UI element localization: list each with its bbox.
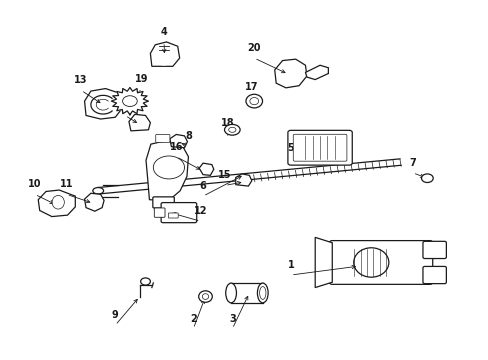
Text: 20: 20 [247,43,261,53]
Text: 15: 15 [218,170,231,180]
Ellipse shape [52,195,64,209]
Polygon shape [84,89,123,119]
Ellipse shape [198,291,212,302]
Text: 13: 13 [74,75,88,85]
FancyBboxPatch shape [422,241,446,258]
Polygon shape [129,114,150,131]
FancyBboxPatch shape [422,266,446,284]
Text: 7: 7 [408,158,415,168]
Circle shape [122,96,137,107]
Text: 19: 19 [135,73,148,84]
Ellipse shape [353,248,388,277]
FancyBboxPatch shape [161,203,196,223]
FancyBboxPatch shape [293,134,346,161]
Polygon shape [169,134,187,148]
FancyBboxPatch shape [329,240,432,284]
Text: 16: 16 [169,141,183,152]
Circle shape [421,174,432,183]
Polygon shape [315,237,331,288]
Polygon shape [38,190,75,217]
Polygon shape [84,193,104,211]
Text: 3: 3 [228,314,235,324]
Text: 4: 4 [161,27,167,37]
Ellipse shape [202,294,208,300]
Ellipse shape [245,94,262,108]
Polygon shape [146,140,188,201]
FancyBboxPatch shape [156,134,169,142]
FancyBboxPatch shape [154,208,164,217]
Text: 8: 8 [184,131,191,141]
FancyBboxPatch shape [287,130,351,165]
Polygon shape [111,87,148,115]
Ellipse shape [228,127,236,132]
Ellipse shape [249,98,258,105]
Text: 2: 2 [189,314,196,324]
Text: 5: 5 [287,143,294,153]
Text: 6: 6 [199,181,206,191]
Polygon shape [150,42,179,66]
Ellipse shape [93,188,103,194]
Text: 1: 1 [287,260,294,270]
FancyBboxPatch shape [153,197,174,208]
Polygon shape [235,174,251,186]
Circle shape [153,156,184,179]
FancyBboxPatch shape [168,213,178,218]
Ellipse shape [225,283,236,303]
Text: 12: 12 [193,206,207,216]
Text: 18: 18 [220,118,234,128]
Polygon shape [274,59,306,88]
Ellipse shape [259,287,265,300]
Text: 9: 9 [112,310,119,320]
Ellipse shape [257,283,267,303]
Polygon shape [305,65,328,80]
Polygon shape [199,163,213,175]
Text: 14: 14 [118,100,131,111]
Text: 17: 17 [244,82,258,93]
Ellipse shape [224,125,240,135]
Circle shape [141,278,150,285]
Text: 11: 11 [60,179,73,189]
Text: 10: 10 [28,179,41,189]
